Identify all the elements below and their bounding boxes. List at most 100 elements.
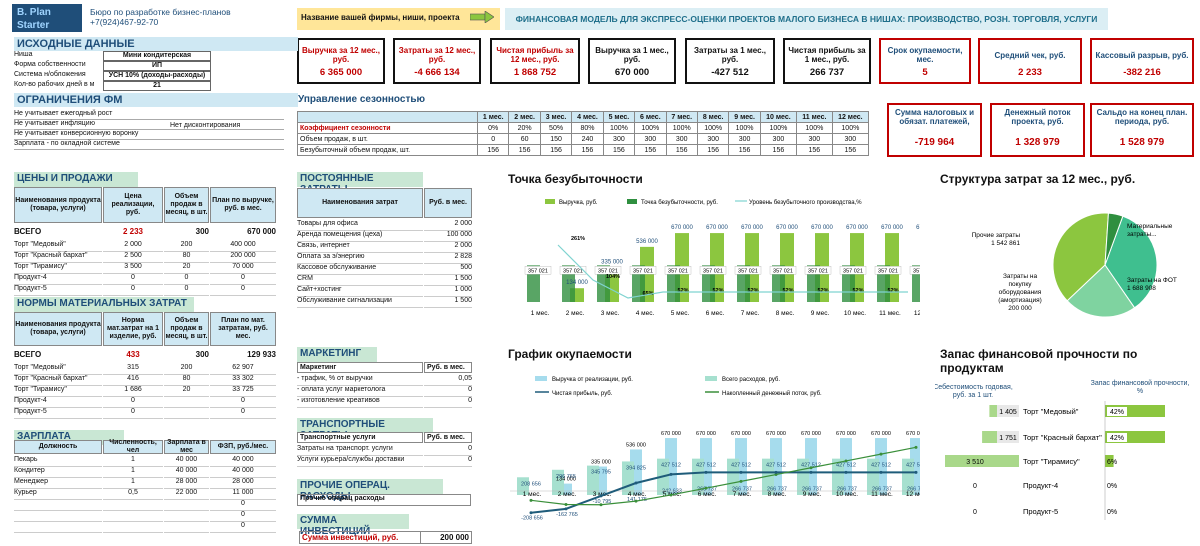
source-value[interactable]: Мини кондитерская <box>103 51 211 61</box>
table-cell[interactable] <box>164 500 209 511</box>
label-box <box>1107 433 1127 442</box>
bar-breakeven <box>527 265 540 302</box>
season-value[interactable]: 20% <box>508 122 541 134</box>
season-value[interactable]: 100% <box>634 122 667 134</box>
kpi-card: Выручка за 1 мес., руб. 670 000 <box>588 38 676 84</box>
table-value[interactable]: 1 000 <box>424 286 472 297</box>
season-value[interactable]: 80% <box>571 122 604 134</box>
table-cell[interactable]: 2 000 <box>103 241 163 252</box>
source-value[interactable]: УСН 10% (доходы-расходы) <box>103 71 211 81</box>
table-cell[interactable]: 0 <box>164 274 209 285</box>
table-cell[interactable] <box>103 522 163 533</box>
kpi-value: -427 512 <box>711 67 749 78</box>
invest-value[interactable]: 200 000 <box>420 531 472 544</box>
table-cell[interactable]: 0,5 <box>103 489 163 500</box>
table-cell[interactable]: 80 <box>164 252 209 263</box>
table-value[interactable]: 500 <box>424 264 472 275</box>
table-cell[interactable]: 28 000 <box>164 478 209 489</box>
table-cell[interactable]: 80 <box>164 375 209 386</box>
np-label: 242 633 <box>662 488 682 494</box>
table-value[interactable]: 2 000 <box>424 220 472 231</box>
legend-label: Выручка, руб. <box>559 200 598 206</box>
table-cell[interactable]: 0 <box>103 274 163 285</box>
bar-label: 670 000 <box>846 225 868 231</box>
season-value[interactable]: 0% <box>476 122 510 134</box>
legend-swatch <box>627 199 637 204</box>
table-value[interactable]: 0 <box>424 456 472 467</box>
table-cell[interactable]: 40 000 <box>164 467 209 478</box>
table-value[interactable]: 0 <box>424 386 472 397</box>
season-value[interactable]: 100% <box>831 122 870 134</box>
season-value: 156 <box>759 144 798 156</box>
table-cell[interactable] <box>164 408 209 419</box>
season-value[interactable]: 100% <box>665 122 698 134</box>
season-value[interactable]: 50% <box>539 122 573 134</box>
table-cell[interactable]: 0 <box>103 397 163 408</box>
table-cell[interactable]: 2 500 <box>103 252 163 263</box>
pie-label-line: Затраты на <box>1003 273 1038 280</box>
bar-expenses <box>762 458 774 495</box>
bar-label: 357 021 <box>703 268 723 274</box>
table-cell[interactable]: 0 <box>103 408 163 419</box>
table-cell[interactable]: 315 <box>103 364 163 375</box>
season-value[interactable]: 100% <box>796 122 833 134</box>
bar-expenses <box>517 477 529 495</box>
season-value[interactable]: 100% <box>696 122 730 134</box>
table-value[interactable]: 1 500 <box>424 275 472 286</box>
season-title: Управление сезонностью <box>298 94 426 105</box>
table-cell[interactable]: 3 500 <box>103 263 163 274</box>
category-label: Торт "Красный бархат" <box>1023 433 1102 442</box>
bar-label: 0 <box>973 483 977 490</box>
legend-label: Всего расходов, руб. <box>722 377 780 383</box>
table-cell[interactable]: 1 <box>103 478 163 489</box>
table-value[interactable]: 100 000 <box>424 231 472 242</box>
table-value[interactable]: 0 <box>424 397 472 408</box>
table-value[interactable]: 0,05 <box>424 375 472 386</box>
source-value[interactable]: 21 <box>103 81 211 91</box>
table-value[interactable]: 0 <box>424 445 472 456</box>
season-value[interactable]: 100% <box>728 122 761 134</box>
x-tick: 10 мес. <box>836 491 858 498</box>
logo-subtext: Starter <box>17 20 50 31</box>
table-cell[interactable]: 416 <box>103 375 163 386</box>
table-cell[interactable] <box>164 397 209 408</box>
table-cell[interactable]: 22 000 <box>164 489 209 500</box>
table-header: Цена реализации, руб. <box>103 187 163 223</box>
table-cell[interactable] <box>103 500 163 511</box>
ops-cell[interactable]: Прочие операц расходы <box>297 494 471 506</box>
x-tick: 12 мес. <box>906 491 920 498</box>
table-header: Зарплата в мес <box>164 439 209 454</box>
table-cell[interactable]: 0 <box>164 285 209 296</box>
x-tick: 6 мес. <box>698 491 717 498</box>
table-cell[interactable] <box>103 511 163 522</box>
table-cell: 33 725 <box>210 386 276 397</box>
pct-label: 104% <box>606 274 620 280</box>
table-cell[interactable] <box>164 511 209 522</box>
table-cell[interactable]: 40 000 <box>164 456 209 467</box>
table-cell[interactable]: 1 <box>103 467 163 478</box>
table-cell[interactable]: 20 <box>164 263 209 274</box>
table-cell[interactable]: 20 <box>164 386 209 397</box>
source-label: Кол-во рабочих дней в м <box>14 81 95 88</box>
table-cell: Курьер <box>14 489 102 500</box>
table-value[interactable]: 1 500 <box>424 297 472 308</box>
season-value[interactable]: 100% <box>602 122 636 134</box>
category-label: Торт "Тирамису" <box>1023 457 1080 466</box>
contact-line1: Бюро по разработке бизнес-планов <box>90 7 231 17</box>
business-name-input[interactable]: Название вашей фирмы, ниши, проекта <box>297 8 500 30</box>
table-cell[interactable] <box>164 522 209 533</box>
table-cell[interactable]: 0 <box>103 285 163 296</box>
table-value[interactable]: 2 000 <box>424 242 472 253</box>
table-cell[interactable]: 1 <box>103 456 163 467</box>
pie-slice <box>1066 264 1136 318</box>
point-cumulative <box>844 459 848 463</box>
source-value[interactable]: ИП <box>103 61 211 71</box>
table-header: Численность, чел <box>103 439 163 454</box>
kpi-label: Чистая прибыль за 1 мес., руб. <box>788 46 866 64</box>
table-cell[interactable]: 200 <box>164 364 209 375</box>
kpi-card: Чистая прибыль за 12 мес., руб. 1 868 752 <box>490 38 580 84</box>
season-value[interactable]: 100% <box>759 122 798 134</box>
table-cell[interactable]: 200 <box>164 241 209 252</box>
table-value[interactable]: 2 828 <box>424 253 472 264</box>
table-cell[interactable]: 1 686 <box>103 386 163 397</box>
